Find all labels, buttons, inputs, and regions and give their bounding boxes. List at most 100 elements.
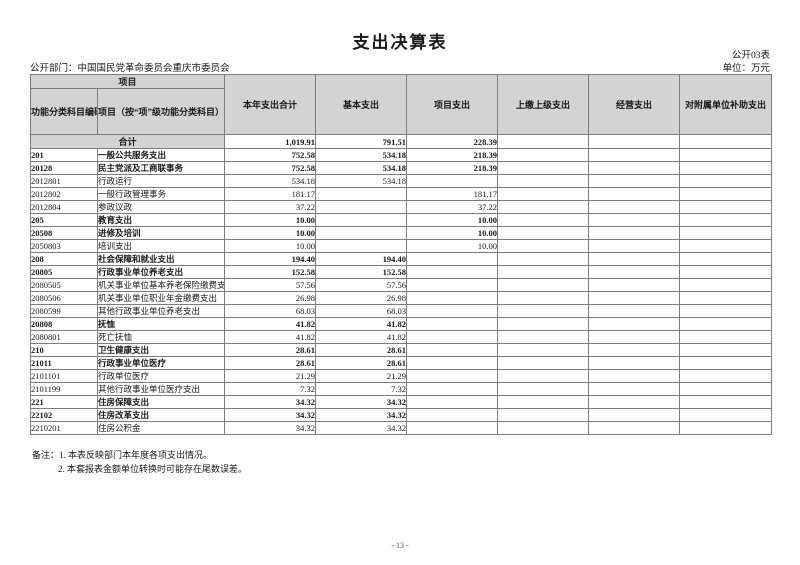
row-code: 2101101 [30, 369, 98, 383]
row-item-name: 一般行政管理事务 [96, 187, 226, 201]
header-col-basic-expenditure: 基本支出 [315, 74, 408, 135]
header-col-total-expenditure: 本年支出合计 [224, 74, 317, 135]
row-code: 2080599 [30, 304, 98, 318]
row-code: 2210201 [30, 421, 98, 435]
row-value-5 [679, 226, 773, 240]
row-value-4 [588, 343, 681, 357]
row-item-name: 住房改革支出 [96, 408, 226, 422]
row-code: 20128 [30, 161, 98, 175]
row-value-4 [588, 382, 681, 396]
row-value-4 [588, 265, 681, 279]
row-value-1: 34.32 [315, 395, 408, 409]
page-title: 支出决算表 [352, 33, 448, 52]
row-value-0: 68.03 [224, 304, 317, 318]
header-col-subsidy-expenditure: 对附属单位补助支出 [679, 74, 773, 135]
row-code: 2012804 [30, 200, 98, 214]
row-value-2 [406, 408, 499, 422]
row-value-5 [679, 265, 773, 279]
row-item-name: 行政单位医疗 [96, 369, 226, 383]
row-code: 2080506 [30, 291, 98, 305]
total-row-value-4 [588, 134, 681, 149]
row-value-1: 34.32 [315, 421, 408, 435]
row-value-2 [406, 395, 499, 409]
row-value-0: 37.22 [224, 200, 317, 214]
row-value-2 [406, 330, 499, 344]
row-item-name: 社会保障和就业支出 [96, 252, 226, 266]
row-value-0: 10.00 [224, 226, 317, 240]
row-value-5 [679, 187, 773, 201]
row-value-0: 34.32 [224, 395, 317, 409]
row-value-4 [588, 226, 681, 240]
row-value-4 [588, 161, 681, 175]
table-row: 210 卫生健康支出 28.61 28.61 [30, 343, 773, 357]
row-item-name: 机关事业单位基本养老保险缴费支出 [96, 278, 226, 292]
row-value-0: 41.82 [224, 317, 317, 331]
row-value-3 [497, 395, 590, 409]
row-value-2 [406, 265, 499, 279]
row-value-1: 7.32 [315, 382, 408, 396]
total-row-value-3 [497, 134, 590, 149]
table-row: 2101199 其他行政事业单位医疗支出 7.32 7.32 [30, 382, 773, 396]
table-header: 项目 本年支出合计 基本支出 项目支出 上缴上级支出 经营支出 对附属单位补助支… [29, 74, 773, 135]
row-value-1: 194.40 [315, 252, 408, 266]
row-value-1 [315, 239, 408, 253]
row-code: 201 [30, 148, 98, 162]
row-code: 210 [30, 343, 98, 357]
table-row: 2050803 培训支出 10.00 10.00 [30, 239, 773, 253]
row-item-name: 民主党派及工商联事务 [96, 161, 226, 175]
row-value-0: 41.82 [224, 330, 317, 344]
row-value-1: 26.98 [315, 291, 408, 305]
row-value-4 [588, 356, 681, 370]
row-value-1: 534.18 [315, 174, 408, 188]
row-value-4 [588, 239, 681, 253]
row-item-name: 参政议政 [96, 200, 226, 214]
row-item-name: 住房保障支出 [96, 395, 226, 409]
form-code-label: 公开03表 [731, 51, 770, 61]
row-value-0: 34.32 [224, 408, 317, 422]
row-value-2 [406, 291, 499, 305]
row-item-name: 死亡抚恤 [96, 330, 226, 344]
row-code: 21011 [30, 356, 98, 370]
row-item-name: 行政运行 [96, 174, 226, 188]
row-value-5 [679, 317, 773, 331]
table-row: 20808 抚恤 41.82 41.82 [30, 317, 773, 331]
row-value-1: 34.32 [315, 408, 408, 422]
row-code: 20805 [30, 265, 98, 279]
total-row-value-5 [679, 134, 773, 149]
row-value-5 [679, 148, 773, 162]
row-value-4 [588, 330, 681, 344]
row-value-3 [497, 330, 590, 344]
row-value-3 [497, 304, 590, 318]
header-col-function-code: 功能分类科目编码 [30, 88, 98, 135]
row-item-name: 行政事业单位医疗 [96, 356, 226, 370]
row-value-3 [497, 226, 590, 240]
row-value-2: 10.00 [406, 213, 499, 227]
table-row: 21011 行政事业单位医疗 28.61 28.61 [30, 356, 773, 370]
header-group-project: 项目 [29, 74, 226, 89]
row-value-0: 152.58 [224, 265, 317, 279]
row-value-0: 752.58 [224, 161, 317, 175]
row-item-name: 住房公积金 [96, 421, 226, 435]
row-value-5 [679, 421, 773, 435]
row-value-4 [588, 187, 681, 201]
department-line: 公开部门：中国国民党革命委员会重庆市委员会 [30, 60, 230, 74]
table-row: 208 社会保障和就业支出 194.40 194.40 [30, 252, 773, 266]
row-code: 2080505 [30, 278, 98, 292]
row-value-0: 181.17 [224, 187, 317, 201]
row-value-4 [588, 174, 681, 188]
row-value-2 [406, 343, 499, 357]
table-row: 2101101 行政单位医疗 21.29 21.29 [30, 369, 773, 383]
row-item-name: 其他行政事业单位医疗支出 [96, 382, 226, 396]
row-value-1: 534.18 [315, 161, 408, 175]
row-value-1: 41.82 [315, 317, 408, 331]
row-value-1: 41.82 [315, 330, 408, 344]
row-value-2 [406, 174, 499, 188]
table-row: 20128 民主党派及工商联事务 752.58 534.18 218.39 [30, 161, 773, 175]
row-value-0: 28.61 [224, 356, 317, 370]
notes-label: 备注： [32, 450, 60, 460]
row-value-2 [406, 252, 499, 266]
table-row: 205 教育支出 10.00 10.00 [30, 213, 773, 227]
row-value-5 [679, 369, 773, 383]
table-row: 2012804 参政议政 37.22 37.22 [30, 200, 773, 214]
